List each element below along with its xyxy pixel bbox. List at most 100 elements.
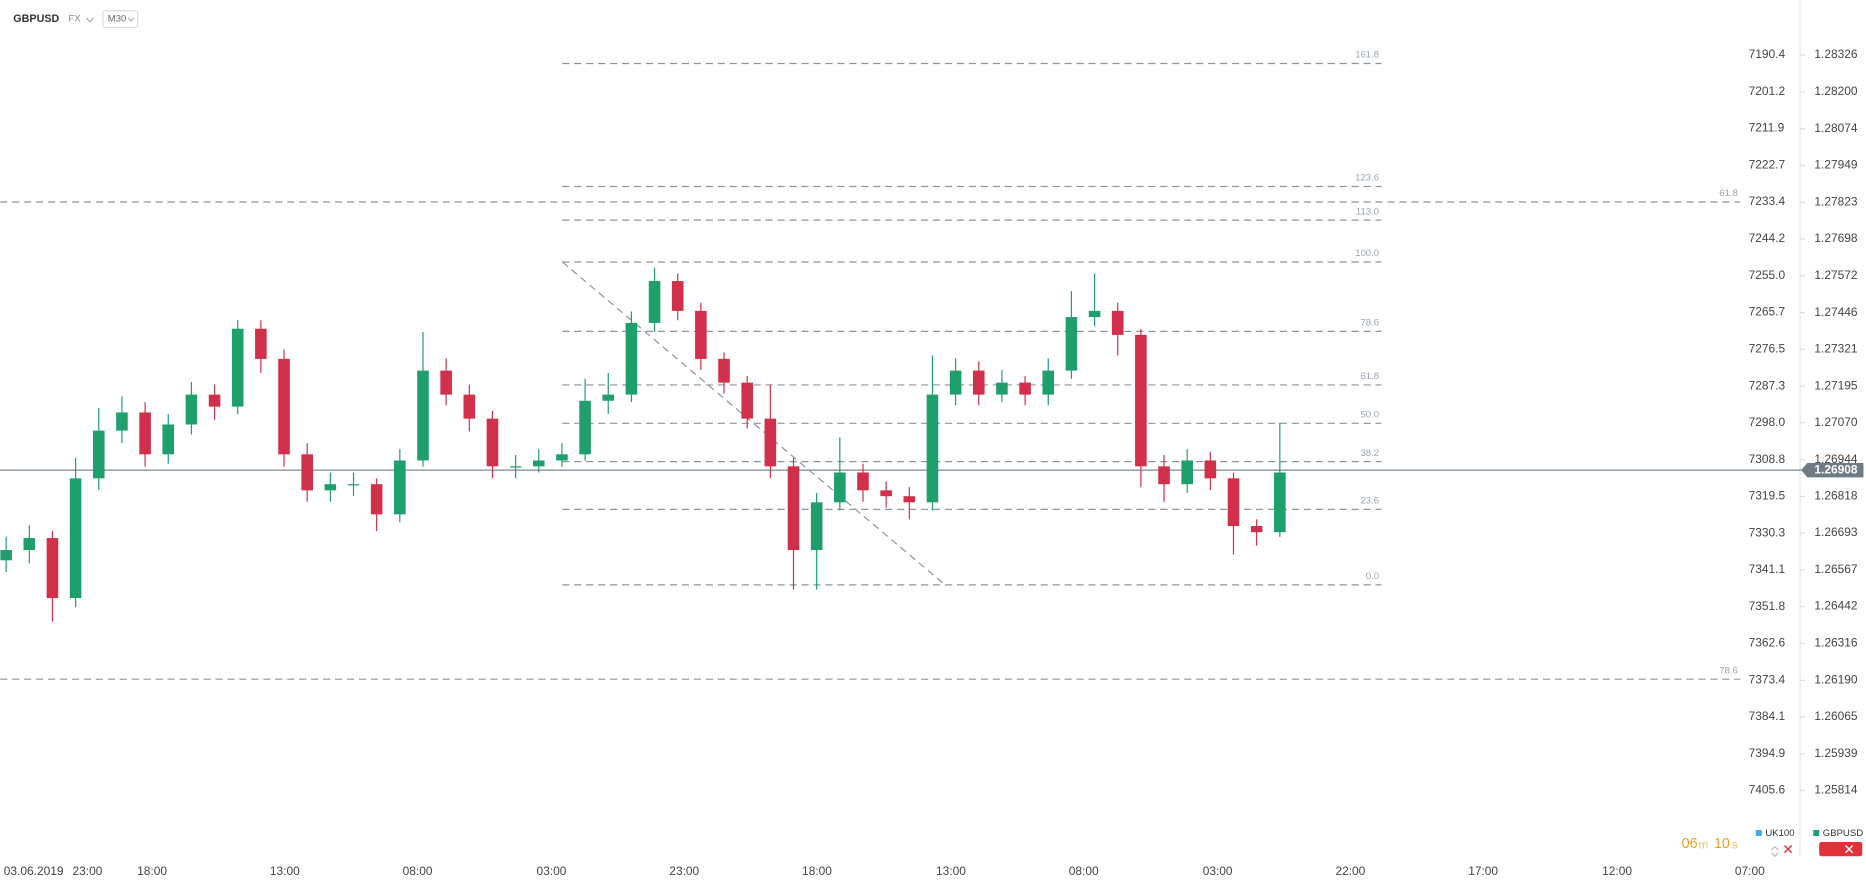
x-tick-label: 13:00 — [936, 864, 966, 878]
y-tick-label: 1.28326 — [1814, 47, 1858, 61]
candle-body — [834, 472, 846, 503]
candle-body — [0, 550, 12, 561]
remove-icon[interactable] — [1784, 845, 1793, 854]
x-tick-label: 18:00 — [802, 864, 832, 878]
x-tick-label: 23:00 — [73, 864, 103, 878]
y2-tick-label: 7244.2 — [1749, 231, 1786, 245]
interval-dropdown — [127, 17, 135, 22]
candle-body — [903, 496, 916, 503]
fib-label: 100.0 — [1355, 248, 1379, 259]
candle-body — [23, 538, 36, 551]
candle-body — [46, 538, 59, 599]
y-tick-label: 1.26818 — [1814, 489, 1858, 503]
countdown-minutes: 06 — [1682, 836, 1698, 852]
x-tick-label: 12:00 — [1602, 864, 1632, 878]
x-tick-label: 03:00 — [537, 864, 567, 878]
countdown-seconds: 10 — [1714, 836, 1730, 852]
candle-body — [556, 454, 568, 461]
candle-body — [231, 328, 244, 407]
y2-tick-label: 7211.9 — [1749, 121, 1785, 135]
y2-tick-label: 7394.9 — [1749, 746, 1786, 760]
y-tick-label: 1.26190 — [1814, 672, 1858, 686]
x-tick-label: 03.06.2019 — [4, 864, 64, 878]
y-tick-label: 1.27949 — [1814, 158, 1858, 172]
candle-body — [1019, 382, 1031, 395]
y-tick-label: 1.27195 — [1814, 378, 1858, 392]
y-tick-label: 1.26442 — [1814, 599, 1858, 613]
x-tick-label: 03:00 — [1203, 864, 1233, 878]
fib-label: 78.6 — [1360, 318, 1379, 329]
y-tick-label: 1.27070 — [1814, 415, 1858, 429]
y2-tick-label: 7373.4 — [1749, 673, 1786, 687]
y-tick-label: 1.26316 — [1814, 636, 1858, 650]
y2-tick-label: 7330.3 — [1749, 525, 1786, 539]
candle-body — [1158, 466, 1170, 485]
y-tick-label: 1.28074 — [1814, 121, 1858, 135]
candle-body — [1250, 526, 1263, 533]
x-tick-label: 18:00 — [137, 864, 167, 878]
y-tick-label: 1.25814 — [1814, 783, 1858, 797]
market-dropdown[interactable] — [85, 17, 94, 23]
legend-label: GBPUSD — [1823, 828, 1863, 839]
interval[interactable]: M30 — [108, 14, 127, 25]
y-tick-label: 1.27698 — [1814, 231, 1858, 245]
x-tick-label: 13:00 — [270, 864, 300, 878]
candle-body — [787, 466, 800, 551]
current-price-label: 1.26908 — [1814, 462, 1858, 476]
candle-body — [1135, 334, 1147, 467]
y-tick-label: 1.26065 — [1814, 709, 1858, 723]
footer: 06 m 10 s — [1682, 836, 1863, 858]
fib-label: 23.6 — [1360, 496, 1379, 507]
x-tick-label: 08:00 — [403, 864, 433, 878]
candle-body — [1065, 317, 1078, 371]
current-price-tag — [1801, 462, 1864, 478]
candle-body — [139, 412, 151, 455]
countdown-minutes-unit: m — [1698, 838, 1708, 852]
candle-body — [880, 490, 892, 497]
y2-tick-label: 7298.0 — [1749, 415, 1786, 429]
candle-body — [69, 478, 82, 599]
candle-body — [440, 370, 452, 395]
fib-label: 61.8 — [1360, 371, 1379, 382]
candle-body — [695, 310, 707, 359]
y2-tick-label: 7405.6 — [1749, 783, 1786, 797]
interval-box[interactable] — [102, 10, 139, 29]
candle-body — [532, 460, 545, 467]
candle-body — [1227, 478, 1240, 527]
y-tick-label: 1.28200 — [1814, 84, 1858, 98]
x-tick-label: 17:00 — [1468, 864, 1498, 878]
fib-label: 123.6 — [1355, 173, 1379, 184]
candle-body — [185, 394, 198, 425]
candle-body — [417, 370, 429, 461]
candle-body — [324, 484, 337, 491]
y2-tick-label: 7287.3 — [1749, 378, 1786, 392]
candle-body — [625, 322, 638, 395]
symbol[interactable]: GBPUSD — [13, 13, 59, 25]
legend-swatch — [1813, 829, 1820, 836]
candle-body — [764, 418, 777, 467]
move-icon[interactable] — [1770, 845, 1779, 858]
candle-body — [1204, 460, 1217, 479]
candle-body — [394, 460, 406, 515]
y-tick-label: 1.26567 — [1814, 562, 1858, 576]
y2-tick-label: 7201.2 — [1749, 84, 1786, 98]
candle-body — [602, 394, 615, 401]
candle-body — [926, 394, 939, 503]
close-button[interactable] — [1819, 841, 1863, 857]
candle-body — [301, 454, 313, 491]
candle-body — [718, 358, 730, 383]
candle-body — [857, 472, 869, 491]
y2-tick-label: 7190.4 — [1749, 47, 1786, 61]
x-tick-label: 08:00 — [1069, 864, 1099, 878]
candle-body — [278, 358, 290, 455]
y-tick-label: 1.25939 — [1814, 746, 1858, 760]
candle-body — [579, 400, 591, 455]
y-tick-label: 1.27823 — [1814, 194, 1858, 208]
y2-tick-label: 7319.5 — [1749, 488, 1786, 502]
y-tick-label: 1.26693 — [1814, 525, 1858, 539]
candle-body — [509, 466, 522, 468]
y2-tick-label: 7276.5 — [1749, 341, 1786, 355]
candle-body — [671, 281, 684, 311]
